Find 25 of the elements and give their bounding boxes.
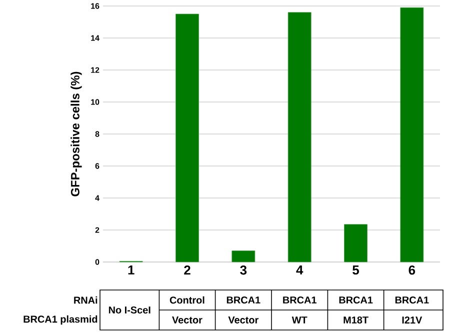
bar bbox=[344, 224, 368, 262]
x-tick-label: 3 bbox=[240, 266, 247, 275]
text: I21V bbox=[402, 316, 422, 324]
y-axis-title: GFP-positive cells (%) bbox=[70, 72, 82, 196]
text: WT bbox=[292, 316, 308, 324]
x-tick-label: 6 bbox=[408, 266, 416, 275]
text: Vector bbox=[172, 316, 202, 324]
text: BRCA1 bbox=[283, 296, 316, 304]
text: No I-SceI bbox=[108, 306, 150, 314]
text: Control bbox=[170, 296, 204, 304]
x-tick-label: 4 bbox=[296, 266, 304, 274]
bar bbox=[288, 12, 312, 262]
text: M18T bbox=[344, 316, 368, 324]
text: BRCA1 bbox=[395, 296, 429, 304]
text: BRCA1 plasmid bbox=[24, 315, 98, 325]
text: BRCA1 bbox=[226, 296, 260, 304]
bar bbox=[176, 14, 199, 262]
x-tick-label: 5 bbox=[352, 266, 359, 275]
bar bbox=[400, 7, 424, 262]
text: RNAi bbox=[74, 296, 98, 304]
bar bbox=[232, 250, 256, 262]
x-tick-label: 1 bbox=[128, 266, 134, 274]
x-tick-label: 2 bbox=[184, 266, 190, 275]
text: BRCA1 bbox=[339, 296, 373, 304]
text: Vector bbox=[228, 316, 258, 324]
